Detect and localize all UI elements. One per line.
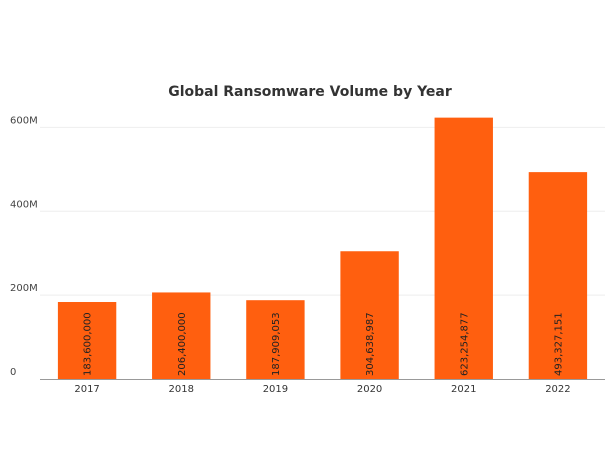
y-tick-label: 200M — [10, 283, 38, 294]
x-tick-label: 2018 — [169, 384, 194, 395]
chart-title: Global Ransomware Volume by Year — [168, 84, 452, 100]
data-label: 206,400,000 — [177, 312, 188, 376]
x-tick-label: 2022 — [545, 384, 570, 395]
x-tick-label: 2019 — [263, 384, 288, 395]
x-tick-label: 2021 — [451, 384, 476, 395]
y-tick-label: 0 — [10, 367, 16, 378]
x-tick-label: 2017 — [74, 384, 99, 395]
data-label: 304,638,987 — [365, 312, 376, 376]
data-label: 493,327,151 — [553, 312, 564, 376]
bar — [528, 172, 588, 379]
bars: 183,600,000 206,400,000 187,909,053 304,638… — [57, 117, 588, 380]
bar — [152, 292, 211, 379]
x-axis: 2017 2018 2019 2020 2021 2022 — [74, 384, 570, 395]
y-tick-label: 400M — [10, 199, 38, 210]
bar — [340, 251, 399, 379]
bar — [246, 300, 305, 379]
bar — [434, 117, 493, 380]
y-axis: 0 200M 400M 600M — [10, 115, 38, 378]
x-tick-label: 2020 — [357, 384, 382, 395]
data-label: 187,909,053 — [271, 312, 282, 376]
bar — [57, 302, 117, 379]
gridlines — [40, 126, 605, 296]
data-label: 183,600,000 — [83, 312, 94, 376]
data-label: 623,254,877 — [459, 312, 470, 376]
y-tick-label: 600M — [10, 115, 38, 126]
